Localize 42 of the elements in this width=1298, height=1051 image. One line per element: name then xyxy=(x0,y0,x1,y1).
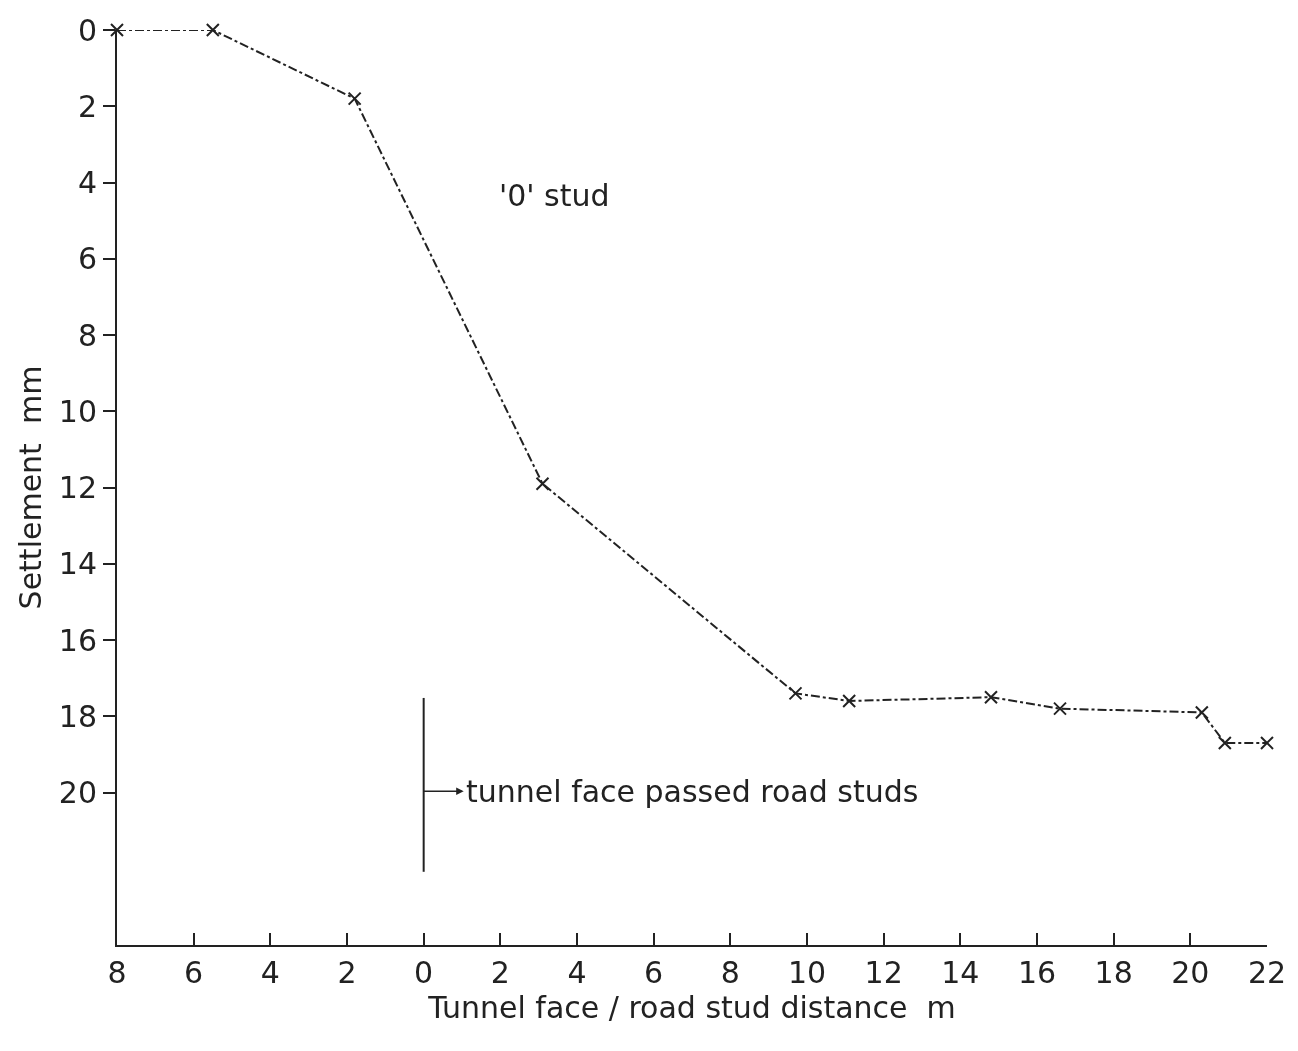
x-tick-label: 16 xyxy=(1017,955,1057,990)
y-tick-label: 0 xyxy=(77,12,97,48)
y-tick-label: 16 xyxy=(58,622,97,658)
ref-line-label: tunnel face passed road studs xyxy=(466,774,919,809)
y-tick-label: 20 xyxy=(58,775,97,810)
y-tick-label: 18 xyxy=(58,698,97,734)
y-tick-label: 10 xyxy=(58,393,97,429)
x-tick-label: 2 xyxy=(490,955,510,990)
point xyxy=(842,694,857,708)
y-axis-title: Settlement mm xyxy=(13,365,49,610)
point xyxy=(347,91,362,106)
point xyxy=(1053,701,1067,716)
y-tick-label: 8 xyxy=(77,317,97,353)
y-tick-label: 2 xyxy=(77,88,97,124)
x-axis-title: Tunnel face / road stud distance m xyxy=(427,990,956,1025)
point xyxy=(1217,735,1232,750)
y-tick-label: 12 xyxy=(58,470,97,505)
x-tick-label: 6 xyxy=(644,955,664,990)
x-tick-label: 22 xyxy=(1247,955,1287,990)
x-tick-label: 18 xyxy=(1094,955,1133,990)
point xyxy=(788,686,803,701)
point xyxy=(1260,735,1274,750)
x-tick-label: 12 xyxy=(864,955,903,990)
x-tick-label: 4 xyxy=(567,955,587,990)
x-tick-label: 8 xyxy=(107,955,127,990)
y-tick-label: 14 xyxy=(58,546,97,582)
annotation: '0' stud xyxy=(499,178,610,213)
point xyxy=(110,23,124,37)
point xyxy=(205,23,220,37)
x-tick-label: 0 xyxy=(414,955,434,990)
x-tick-label: 2 xyxy=(337,955,357,990)
x-tick-label: 4 xyxy=(260,955,280,990)
point xyxy=(984,690,998,705)
x-tick-label: 10 xyxy=(787,955,827,990)
point xyxy=(535,476,550,491)
y-tick-label: 6 xyxy=(77,241,97,277)
x-tick-label: 8 xyxy=(720,955,740,990)
x-tick-label: 20 xyxy=(1171,955,1210,990)
point xyxy=(1194,705,1209,720)
y-tick-label: 4 xyxy=(77,165,97,200)
x-tick-label: 6 xyxy=(184,955,204,990)
x-tick-label: 14 xyxy=(941,955,980,990)
